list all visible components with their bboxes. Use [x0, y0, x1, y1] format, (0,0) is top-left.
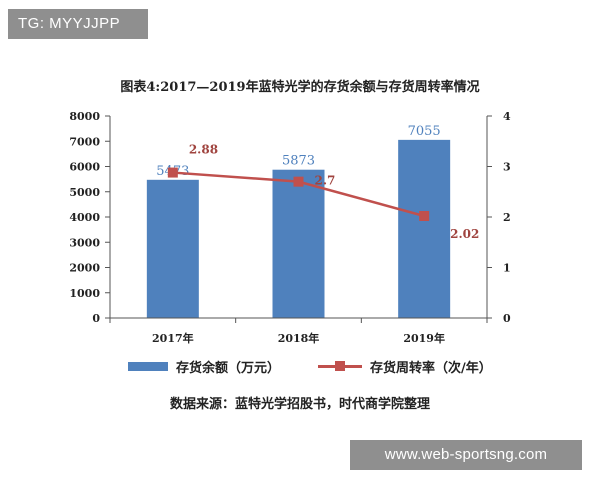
- y-left-tick-label-2: 2000: [69, 262, 100, 275]
- y-right-tick-label-3: 3: [503, 161, 511, 174]
- legend-item-turnover: 存货周转率（次/年）: [318, 356, 492, 376]
- bar-2: [398, 139, 451, 318]
- bar-1: [272, 169, 325, 318]
- watermark-bottom-right: www.web-sportsng.com: [350, 440, 582, 470]
- line-point-2: [419, 210, 430, 221]
- line-point-1: [293, 176, 304, 187]
- line-data-label-1: 2.7: [315, 174, 336, 188]
- x-tick-label-0: 2017年: [152, 331, 194, 345]
- y-left-tick-label-1: 1000: [69, 287, 100, 300]
- source-note: 数据来源：蓝特光学招股书，时代商学院整理: [169, 397, 430, 412]
- chart-legend: 存货余额（万元） 存货周转率（次/年）: [0, 356, 600, 376]
- line-data-label-0: 2.88: [189, 143, 218, 157]
- y-left-tick-label-6: 6000: [69, 161, 100, 174]
- bar-data-label-1: 5873: [282, 154, 315, 169]
- watermark-top-left: TG: MYYJJPP: [8, 9, 148, 39]
- y-right-tick-label-0: 0: [503, 312, 511, 325]
- x-tick-label-1: 2018年: [278, 331, 320, 345]
- legend-item-balance: 存货余额（万元）: [128, 356, 280, 376]
- y-right-tick-label-2: 2: [503, 211, 511, 224]
- chart-title: 图表4:2017—2019年蓝特光学的存货余额与存货周转率情况: [120, 80, 480, 95]
- y-left-tick-label-3: 3000: [69, 236, 100, 249]
- legend-label-balance: 存货余额（万元）: [176, 360, 281, 376]
- x-tick-label-2: 2019年: [403, 331, 445, 345]
- y-left-tick-label-7: 7000: [69, 135, 100, 148]
- y-right-tick-label-4: 4: [503, 110, 511, 123]
- bar-data-label-2: 7055: [408, 124, 441, 139]
- y-left-tick-label-0: 0: [92, 312, 100, 325]
- line-point-0: [167, 167, 178, 178]
- y-left-tick-label-8: 8000: [69, 110, 100, 123]
- legend-label-turnover: 存货周转率（次/年）: [370, 360, 492, 376]
- y-left-tick-label-4: 4000: [69, 211, 100, 224]
- legend-bar-swatch: [128, 361, 168, 371]
- legend-line-swatch: [318, 360, 362, 372]
- bar-0: [146, 179, 199, 318]
- y-left-tick-label-5: 5000: [69, 186, 100, 199]
- y-right-tick-label-1: 1: [503, 262, 511, 275]
- line-data-label-2: 2.02: [450, 227, 479, 241]
